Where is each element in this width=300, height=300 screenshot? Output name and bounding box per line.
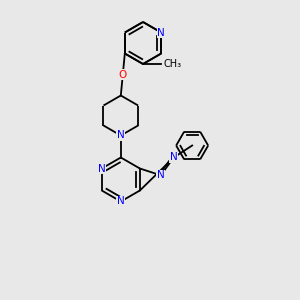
- Text: N: N: [157, 28, 165, 38]
- Text: N: N: [117, 196, 125, 206]
- Text: N: N: [170, 152, 178, 163]
- Text: N: N: [98, 164, 106, 173]
- Text: N: N: [117, 130, 125, 140]
- Text: N: N: [157, 170, 165, 180]
- Text: O: O: [119, 70, 127, 80]
- Text: CH₃: CH₃: [164, 59, 182, 69]
